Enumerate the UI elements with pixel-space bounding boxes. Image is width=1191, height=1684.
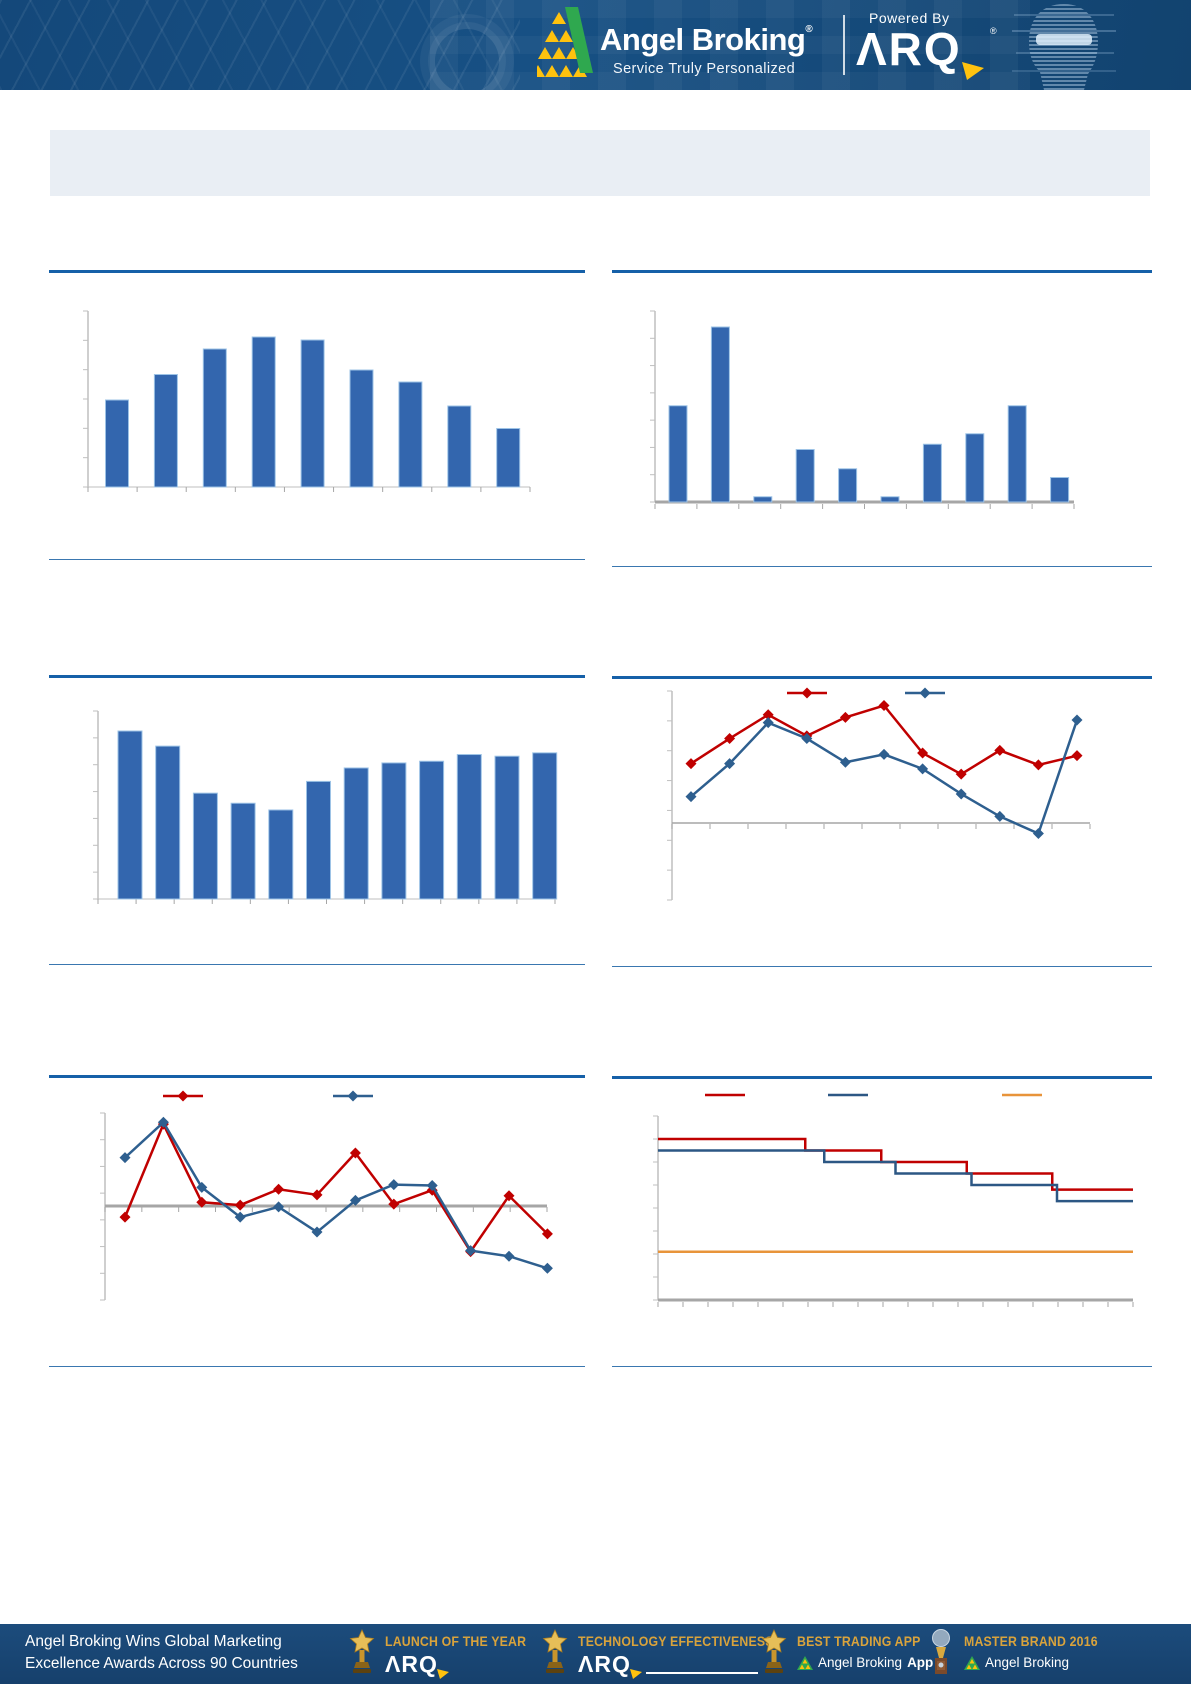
chart-section-bottom-left: [49, 1075, 585, 1367]
award-sub-brand: Angel Broking: [964, 1655, 1116, 1670]
footer-headline: Angel Broking Wins Global Marketing Exce…: [25, 1631, 298, 1675]
bar-chart-top-left: [83, 310, 531, 492]
award-texts: LAUNCH OF THE YEAR ΛRQ: [385, 1633, 545, 1679]
footer-white-rule: [646, 1672, 758, 1674]
line-chart-mid-right: [667, 687, 1091, 901]
section-divider-top: [49, 270, 585, 273]
award-sub-bold: App: [907, 1655, 934, 1670]
award-sub-text: ΛRQ: [385, 1651, 438, 1677]
arq-logo: ΛRQ: [856, 23, 962, 75]
star-trophy-icon: [761, 1629, 787, 1673]
award-sub-brand: Angel Broking App: [797, 1655, 937, 1670]
chart-section-top-right: [612, 270, 1152, 567]
brand-tagline: Service Truly Personalized: [613, 61, 796, 77]
angel-broking-logo-icon: [537, 7, 593, 77]
arq-registered-mark: ®: [990, 26, 997, 36]
arq-logo-tail-icon: [962, 62, 984, 80]
award-texts: BEST TRADING APP Angel Broking App: [797, 1633, 937, 1670]
bar-chart-mid-left: [93, 710, 558, 904]
chart-section-bottom-right: [612, 1076, 1152, 1367]
section-divider-bottom: [612, 566, 1152, 567]
step-chart-bottom-right: [653, 1093, 1134, 1307]
header-banner: Angel Broking® Service Truly Personalize…: [0, 0, 1191, 100]
globe-trophy-icon: [932, 1629, 950, 1674]
section-divider-bottom: [612, 966, 1152, 967]
star-trophy-icon: [542, 1629, 568, 1673]
arq-mini-tail-icon: [437, 1669, 449, 1679]
angel-mini-logo-icon: [797, 1655, 813, 1670]
header-vertical-divider: [843, 15, 845, 75]
award-sub-arq-logo: ΛRQ: [385, 1651, 545, 1679]
brand-registered-mark: ®: [805, 24, 813, 35]
section-divider-top: [612, 270, 1152, 273]
section-divider-top: [612, 676, 1152, 679]
section-divider-bottom: [49, 559, 585, 560]
award-sub-arq-logo: ΛRQ: [578, 1651, 800, 1679]
footer-headline-line2: Excellence Awards Across 90 Countries: [25, 1655, 298, 1672]
chart-section-mid-left: [49, 675, 585, 965]
section-divider-bottom: [49, 964, 585, 965]
star-trophy-icon: [349, 1629, 375, 1673]
section-divider-top: [49, 675, 585, 678]
footer-awards-bar: Angel Broking Wins Global Marketing Exce…: [0, 1624, 1191, 1684]
digital-head-graphic: [1012, 4, 1116, 90]
award-title: TECHNOLOGY EFFECTIVENESS: [578, 1633, 774, 1649]
award-texts: TECHNOLOGY EFFECTIVENESS ΛRQ: [578, 1633, 800, 1679]
award-sub-text: Angel Broking: [818, 1655, 903, 1670]
section-divider-bottom: [49, 1366, 585, 1367]
arq-mini-tail-icon: [630, 1669, 642, 1679]
section-divider-bottom: [612, 1366, 1152, 1367]
chart-section-top-left: [49, 270, 585, 560]
title-panel: [50, 130, 1150, 196]
banner-dial-graphic: [428, 22, 506, 100]
award-title: MASTER BRAND 2016: [964, 1633, 1098, 1649]
award-sub-text: Angel Broking: [985, 1655, 1070, 1670]
line-chart-bottom-left: [100, 1090, 553, 1301]
award-title: BEST TRADING APP: [797, 1633, 921, 1649]
footer-headline-line1: Angel Broking Wins Global Marketing: [25, 1633, 282, 1650]
brand-name: Angel Broking®: [600, 22, 813, 58]
powered-by-label: Powered By: [869, 10, 950, 26]
award-title: LAUNCH OF THE YEAR: [385, 1633, 527, 1649]
brand-name-text: Angel Broking: [600, 22, 806, 57]
section-divider-top: [49, 1075, 585, 1078]
award-sub-text: ΛRQ: [578, 1651, 631, 1677]
bar-chart-top-right: [650, 310, 1075, 509]
angel-mini-logo-icon: [964, 1655, 980, 1670]
award-texts: MASTER BRAND 2016 Angel Broking: [964, 1633, 1116, 1670]
banner-texture-mosaic: [430, 0, 1030, 90]
section-divider-top: [612, 1076, 1152, 1079]
chart-section-mid-right: [612, 676, 1152, 967]
